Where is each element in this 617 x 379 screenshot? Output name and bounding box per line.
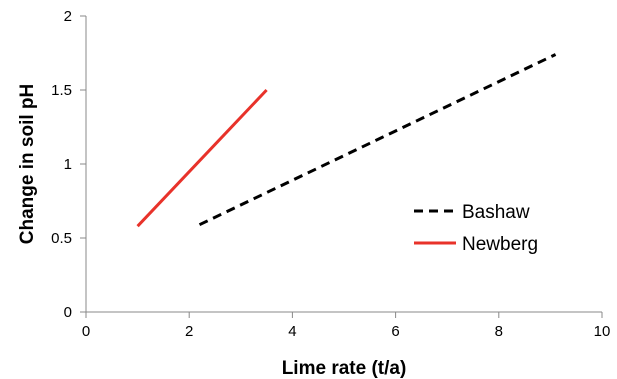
y-tick-label: 1.5: [51, 82, 72, 99]
x-tick-label: 10: [594, 323, 611, 340]
y-tick-label: 0.5: [51, 230, 72, 247]
legend: Bashaw Newberg: [414, 202, 538, 255]
y-axis-title: Change in soil pH: [17, 84, 38, 244]
y-tick-label: 2: [64, 8, 72, 25]
plot-area: [136, 53, 557, 228]
y-tick-label: 1: [64, 156, 72, 173]
x-tick-label: 0: [82, 323, 90, 340]
series-line-newberg: [136, 88, 268, 228]
y-tick-label: 0: [64, 304, 72, 321]
x-axis-title: Lime rate (t/a): [282, 358, 407, 379]
legend-label-bashaw: Bashaw: [462, 202, 530, 223]
x-tick-label: 2: [185, 323, 193, 340]
x-tick-label: 8: [495, 323, 503, 340]
legend-label-newberg: Newberg: [462, 234, 538, 255]
axes: [85, 16, 602, 313]
ticks: 0 0.5 1 1.5 2 0 2 4 6 8 10: [51, 8, 610, 340]
x-tick-label: 4: [288, 323, 296, 340]
x-tick-label: 6: [391, 323, 399, 340]
series-line-bashaw: [198, 53, 557, 227]
